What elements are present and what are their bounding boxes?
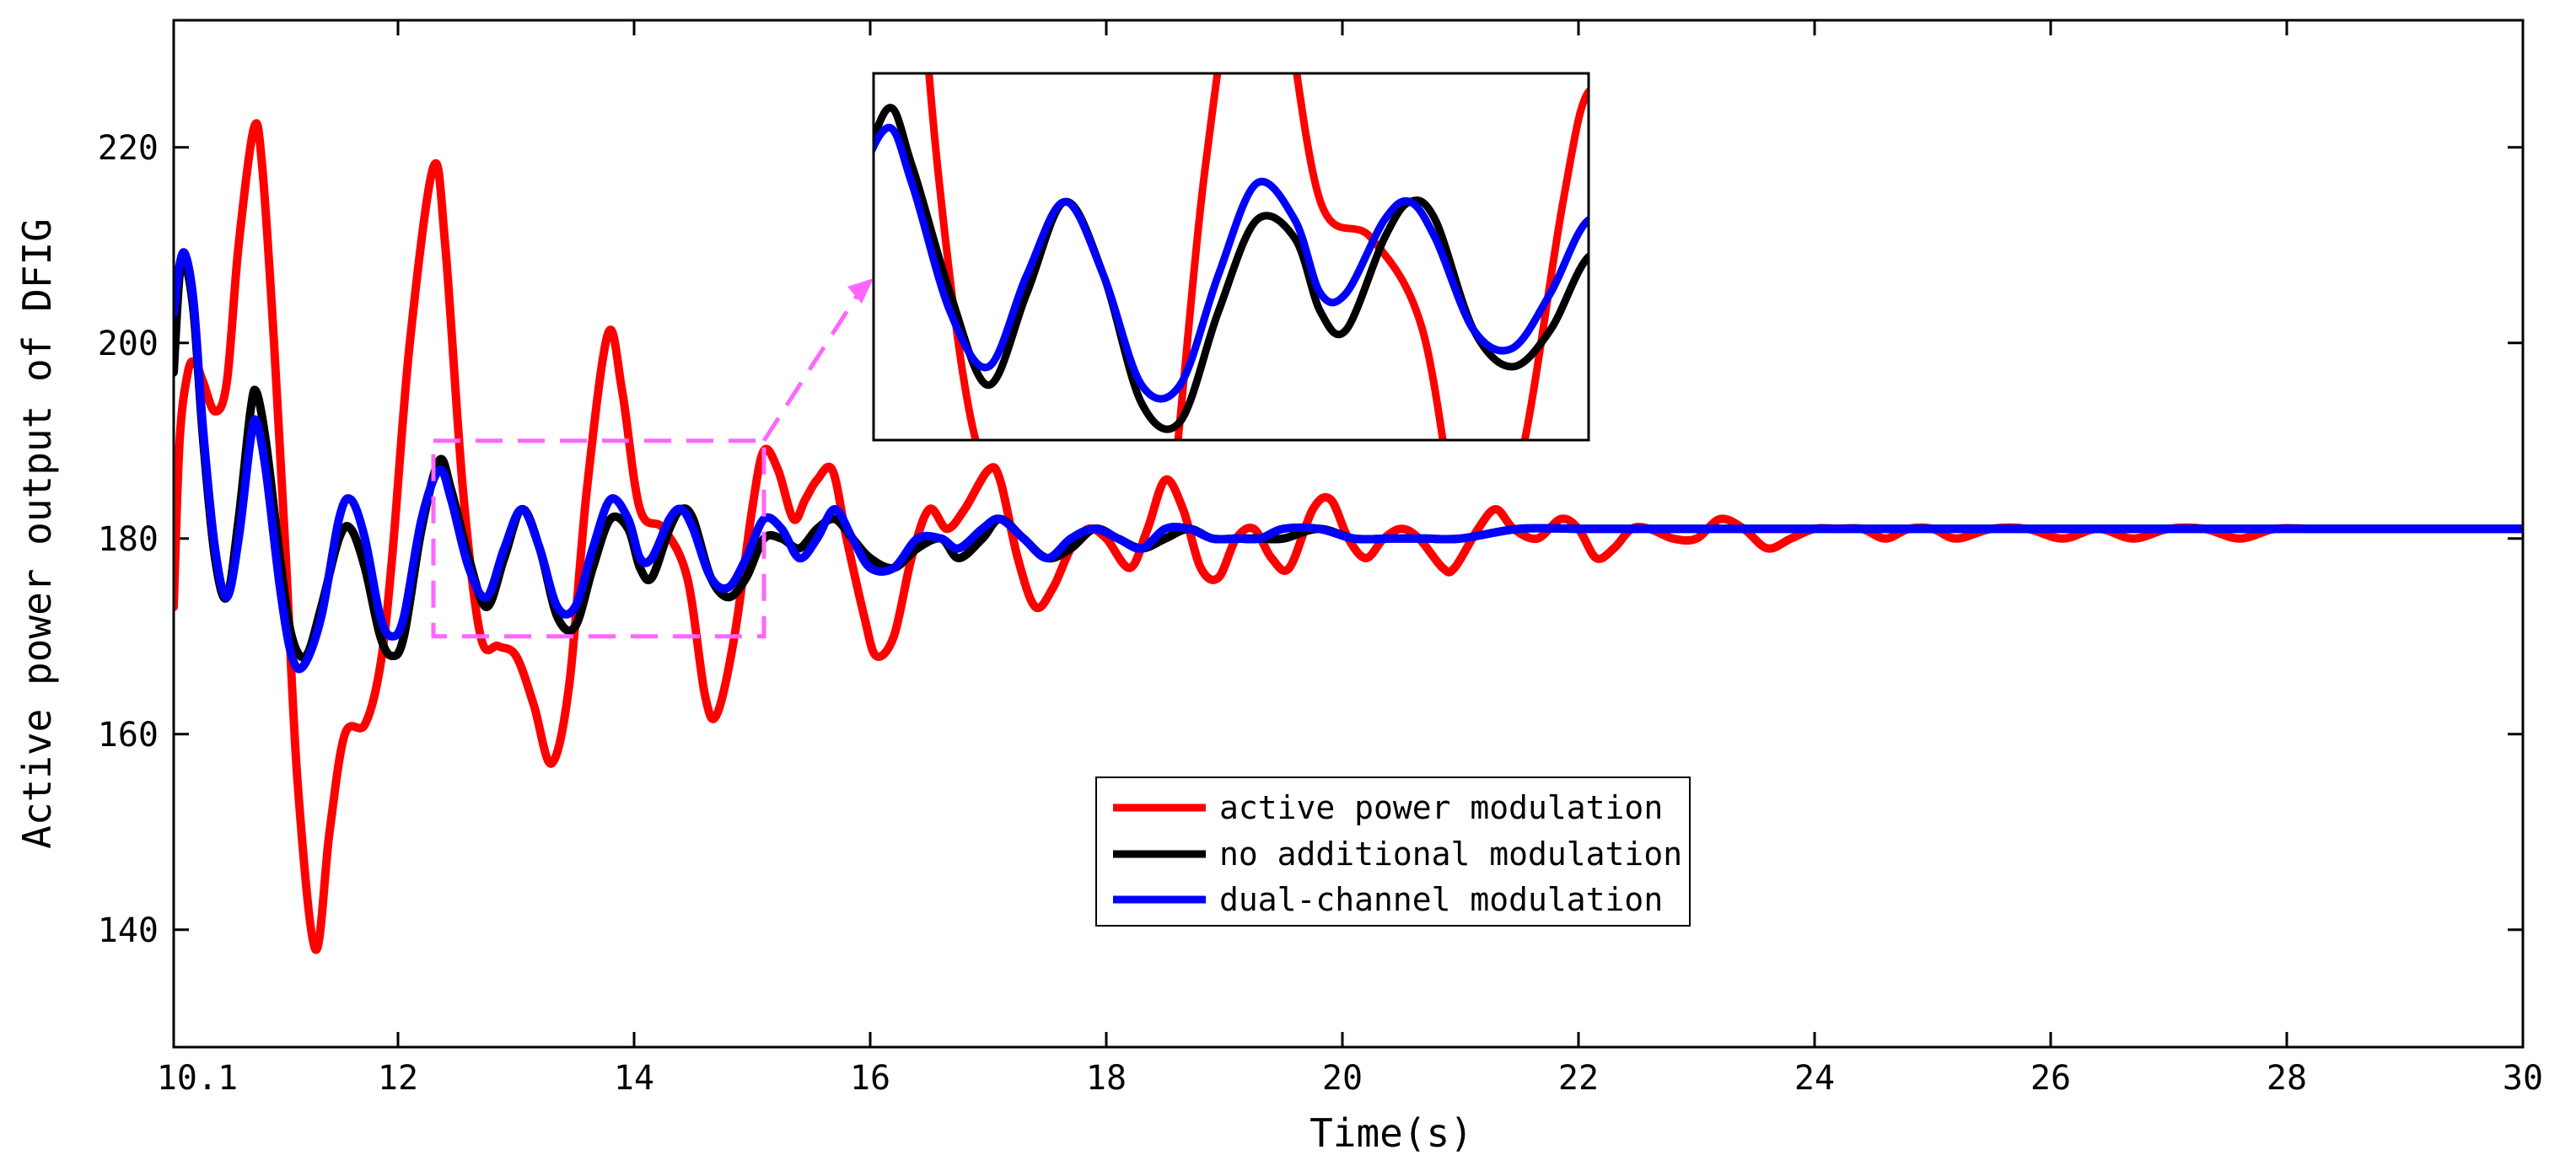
zoom-indicator (431, 278, 874, 639)
x-tick-label: 22 (1558, 1059, 1599, 1098)
inset-series-line-0 (925, 73, 1589, 440)
x-tick-label: 12 (378, 1059, 418, 1098)
axis-labels: 10.1 12 14 16 18 20 22 24 26 28 30 140 160 180 200 220 (98, 129, 2543, 1098)
inset-zoom (872, 72, 1590, 442)
series-lines (174, 119, 2523, 954)
x-tick-label: 16 (850, 1059, 890, 1098)
x-tick-label: 30 (2503, 1059, 2543, 1098)
x-tick-label: 10.1 (157, 1059, 238, 1098)
x-tick-label: 26 (2030, 1059, 2071, 1098)
zoom-arrow-head (847, 278, 874, 304)
y-tick-label: 220 (98, 129, 159, 168)
y-tick-label: 200 (98, 325, 159, 363)
x-tick-label: 24 (1794, 1059, 1835, 1098)
legend-label-dual: dual-channel modulation (1219, 881, 1663, 918)
x-tick-label: 18 (1086, 1059, 1127, 1098)
x-tick-label: 28 (2267, 1059, 2307, 1098)
x-tick-label: 14 (614, 1059, 654, 1098)
x-tick-label: 20 (1322, 1059, 1363, 1098)
legend-label-none: no additional modulation (1219, 836, 1682, 873)
plot-frame (172, 19, 2525, 1049)
zoom-connector (761, 289, 863, 443)
x-axis-title: Time(s) (1310, 1110, 1473, 1156)
inset-background (874, 73, 1589, 440)
axis-ticks (172, 20, 2525, 1047)
inset-series-line-1 (874, 104, 1589, 433)
y-tick-label: 140 (98, 911, 159, 950)
series-line-2 (174, 248, 2523, 674)
legend-label-active: active power modulation (1219, 789, 1663, 826)
inset-series-line-2 (874, 123, 1589, 403)
legend: active power modulation no additional mo… (1095, 776, 1691, 927)
series-line-0 (174, 119, 2523, 954)
inset-frame (872, 72, 1590, 442)
zoom-box (431, 438, 766, 639)
y-axis-title: Active power output of DFIG (14, 218, 60, 849)
y-tick-label: 160 (98, 716, 159, 755)
y-tick-label: 180 (98, 520, 159, 559)
inset-series (874, 73, 1589, 440)
